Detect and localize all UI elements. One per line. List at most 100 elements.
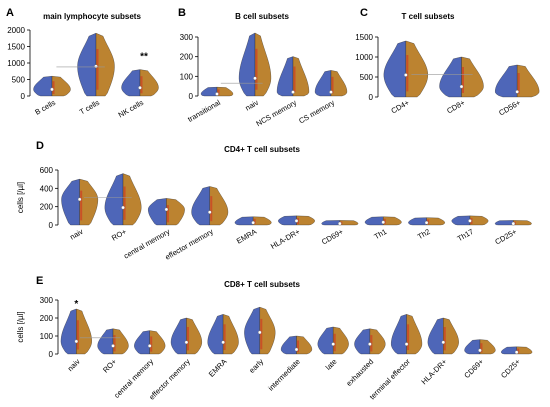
main-lymphocyte-violin-left [33,76,53,97]
cd8-median-dot [184,340,189,345]
cd8-violin-right [222,314,239,355]
cd8-category-label: early [247,357,265,375]
cd8-significance-marker: * [74,299,78,310]
cd8-category-label: late [324,357,339,372]
cd4-category-label: CD69+ [320,227,345,247]
t-cell-chart-title: T cell subsets [402,12,455,21]
cd4-violin-right [122,173,142,226]
cd8-y-tick-label: 300 [40,296,54,305]
cd8-median-dot [294,347,299,352]
cd8-median-dot [514,350,519,354]
cd4-category-label: EMRA [235,227,258,246]
cd4-violin-left [148,198,167,226]
cd8-median-dot [404,342,409,346]
b-cell-y-tick-label: 200 [180,53,194,62]
cd8-violin-left [427,317,444,355]
b-cell-median-dot [215,92,219,96]
cd8-violin-right [369,328,386,355]
cd4-median-dot [511,221,516,226]
cd4-violin-left [278,215,297,226]
t-cell-panel-letter: C [360,7,368,19]
cd4-median-dot [294,219,299,223]
cd4-violin-right [296,215,315,226]
t-cell-violin-right [461,56,484,98]
cd8-violin-right [516,346,533,355]
cd8-violin-left [391,314,407,355]
cd4-category-label: Th2 [416,227,432,241]
b-cell-violin-left [238,32,256,97]
cd4-y-tick-label: 200 [40,203,54,212]
main-lymphocyte-median-dot [138,86,142,90]
cd4-category-label: naiv [68,227,85,242]
main-lymphocyte-y-tick-label: 1000 [7,59,25,68]
cd8-category-label: exhausted [344,357,375,388]
cd8-median-dot [258,330,262,335]
t-cell-violin-left [439,56,462,98]
cd8-panel-letter: E [36,275,43,287]
cd4-violin-left [234,216,254,226]
cd4-violin-right [166,198,185,226]
cd4-median-dot [468,219,472,223]
t-cell-category-label: CD56+ [497,98,522,118]
t-cell-y-tick-label: 500 [360,73,374,82]
cd4-violin-right [339,220,359,226]
b-cell-median-dot [291,90,295,94]
main-lymphocyte-y-tick-label: 0 [21,92,26,101]
cd4-median-dot [121,205,125,210]
b-cell-violin-right [254,32,272,97]
cd8-violin-right [186,317,202,355]
cd8-category-label: CD25+ [499,357,522,380]
cd4-median-dot [424,220,429,225]
t-cell-violin-left [383,40,406,98]
main-lymphocyte-violin-right [139,69,159,97]
main-lymphocyte-violin-right [95,33,115,97]
cd4-median-dot [338,221,342,226]
main-lymphocyte-violin-left [77,33,97,97]
t-cell-y-tick-label: 1000 [355,53,373,62]
t-cell-y-tick-label: 1500 [355,33,373,42]
cd8-violin-right [479,339,496,355]
main-lymphocyte-significance-marker: ** [140,52,148,63]
cd4-y-tick-label: 400 [40,184,54,193]
cd8-category-label: HLA-DR+ [419,357,449,387]
cd8-category-label: RO+ [101,357,119,375]
cd8-violin-left [97,328,114,355]
cd4-y-axis-label: cells [/µl] [16,182,25,213]
b-cell-violin-right [216,87,234,97]
cd8-violin-right [296,335,313,355]
b-cell-y-tick-label: 100 [180,72,194,81]
cd8-violin-left [354,328,371,355]
main-lymphocyte-median-dot [94,64,98,69]
cd8-violin-left [134,330,150,355]
cd4-y-tick-label: 600 [40,166,54,175]
cd4-panel-letter: D [36,140,44,152]
cd4-category-label: RO+ [110,227,129,243]
cd8-median-dot [441,340,446,345]
b-cell-panel-letter: B [178,7,186,19]
cd4-violin-left [494,220,514,226]
main-lymphocyte-violin-right [51,76,71,97]
b-cell-violin-left [276,56,294,97]
cd8-violin-right [259,307,276,355]
b-cell-median-dot [329,90,333,94]
cd4-category-label: CD25+ [493,227,518,247]
cd8-median-dot [478,348,482,353]
b-cell-category-label: CS memory [297,98,336,126]
main-lymphocyte-y-tick-label: 500 [12,76,26,85]
cd4-violin-right [469,215,489,226]
cd4-median-dot [381,220,385,224]
cd4-chart-title: CD4+ T cell subsets [224,145,300,154]
t-cell-violin-right [405,40,428,98]
main-lymphocyte-median-dot [50,87,54,92]
cd4-category-label: HLA-DR+ [269,227,302,251]
cd8-chart-title: CD8+ T cell subsets [224,280,300,289]
cd4-violin-left [321,220,341,226]
t-cell-median-dot [515,90,519,94]
cd4-violin-right [252,216,272,226]
cd8-violin-left [317,326,334,355]
cd8-y-axis-label: cells [/µl] [16,311,25,342]
b-cell-y-tick-label: 300 [180,33,194,42]
cd4-median-dot [77,197,82,202]
t-cell-category-label: CD4+ [390,98,412,116]
